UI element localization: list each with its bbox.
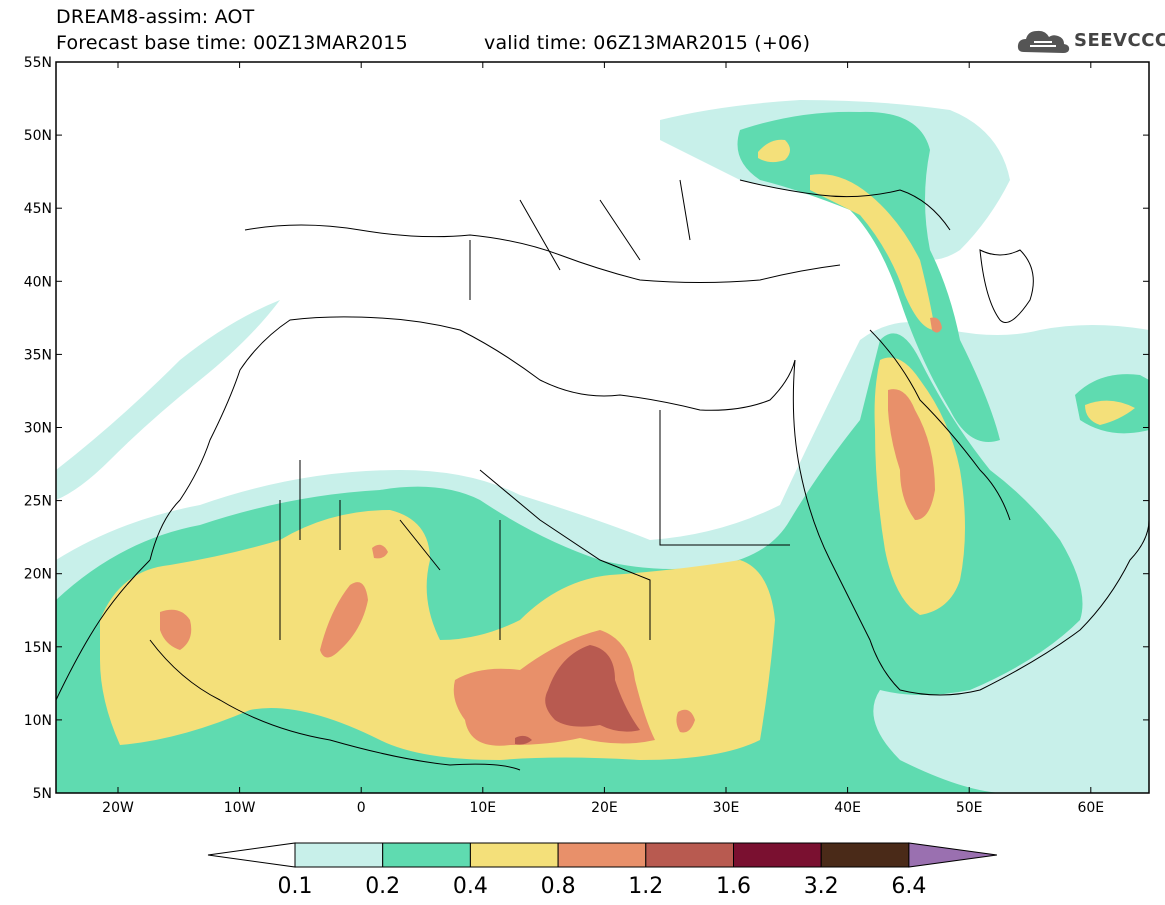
lon-label: 20E: [591, 800, 618, 816]
lat-label: 15N: [24, 640, 52, 656]
valid-time: valid time: 06Z13MAR2015 (+06): [484, 32, 811, 54]
lat-label: 25N: [24, 494, 52, 510]
colorbar-label: 1.6: [716, 874, 751, 899]
aot-contour-08-car: [676, 709, 695, 733]
aot-contour-04-caucasus: [810, 174, 935, 330]
lon-label: 60E: [1077, 800, 1104, 816]
colorbar-swatch: [820, 842, 910, 868]
colorbar-swatch: [733, 842, 822, 868]
colorbar-low-arrow: [207, 842, 296, 868]
lon-label: 0: [357, 800, 366, 816]
aot-contour-02-caucasus: [737, 111, 1000, 443]
lat-label: 45N: [24, 201, 52, 217]
lat-label: 35N: [24, 347, 52, 363]
forecast-base-time: Forecast base time: 00Z13MAR2015: [56, 32, 408, 54]
lat-label: 55N: [24, 55, 52, 71]
aot-contour-08-arabia: [888, 389, 935, 520]
colorbar-label: 1.2: [628, 874, 663, 899]
colorbar-high-arrow: [908, 842, 997, 868]
colorbar-label: 0.8: [541, 874, 576, 899]
aot-contour-08-mali: [320, 582, 368, 658]
aot-contour-04-ukraine: [758, 139, 790, 163]
aot-contour-12-spot: [515, 735, 532, 745]
colorbar-label: 0.1: [278, 874, 313, 899]
lat-label: 30N: [24, 421, 52, 437]
aot-contour-12-chad: [545, 645, 640, 732]
cloud-icon: [1017, 30, 1070, 53]
lon-label: 20W: [102, 800, 134, 816]
aot-contour-08-caucasus: [930, 317, 942, 333]
colorbar-label: 6.4: [891, 874, 926, 899]
lon-axis: 20W 10W 0 10E 20E 30E 40E 50E 60E: [102, 62, 1104, 816]
lon-label: 30E: [713, 800, 740, 816]
aot-field: [56, 62, 1149, 793]
lat-label: 5N: [33, 786, 52, 802]
coastlines: [56, 179, 1149, 771]
map-title: DREAM8-assim: AOT: [56, 6, 255, 28]
lat-label: 50N: [24, 128, 52, 144]
colorbar-swatch: [645, 842, 734, 868]
lon-label: 10W: [224, 800, 256, 816]
lat-axis: 55N 50N 45N 40N 35N 30N 25N 20N 15N 10N 5N: [24, 55, 1149, 802]
lat-label: 40N: [24, 274, 52, 290]
seevccc-logo: SEEVCCC: [1016, 26, 1165, 56]
aot-contour-04-gulf: [1085, 400, 1135, 425]
colorbar-label: 0.2: [365, 874, 400, 899]
aot-contour-01-atlantic: [56, 300, 280, 500]
colorbar-label: 3.2: [804, 874, 839, 899]
aot-contour-08-niger-spot: [372, 544, 388, 559]
colorbar-swatch: [557, 842, 647, 868]
colorbar: 0.1 0.2 0.4 0.8 1.2 1.6 3.2 6.4: [207, 842, 997, 899]
lon-label: 40E: [834, 800, 861, 816]
lon-label: 50E: [956, 800, 983, 816]
colorbar-swatch: [382, 842, 471, 868]
colorbar-label: 0.4: [453, 874, 488, 899]
lon-label: 10E: [469, 800, 496, 816]
aot-contour-08-senegal: [160, 609, 192, 650]
logo-text: SEEVCCC: [1074, 30, 1165, 51]
lat-label: 10N: [24, 713, 52, 729]
colorbar-swatch: [294, 842, 384, 868]
colorbar-swatch: [469, 842, 559, 868]
lat-label: 20N: [24, 567, 52, 583]
